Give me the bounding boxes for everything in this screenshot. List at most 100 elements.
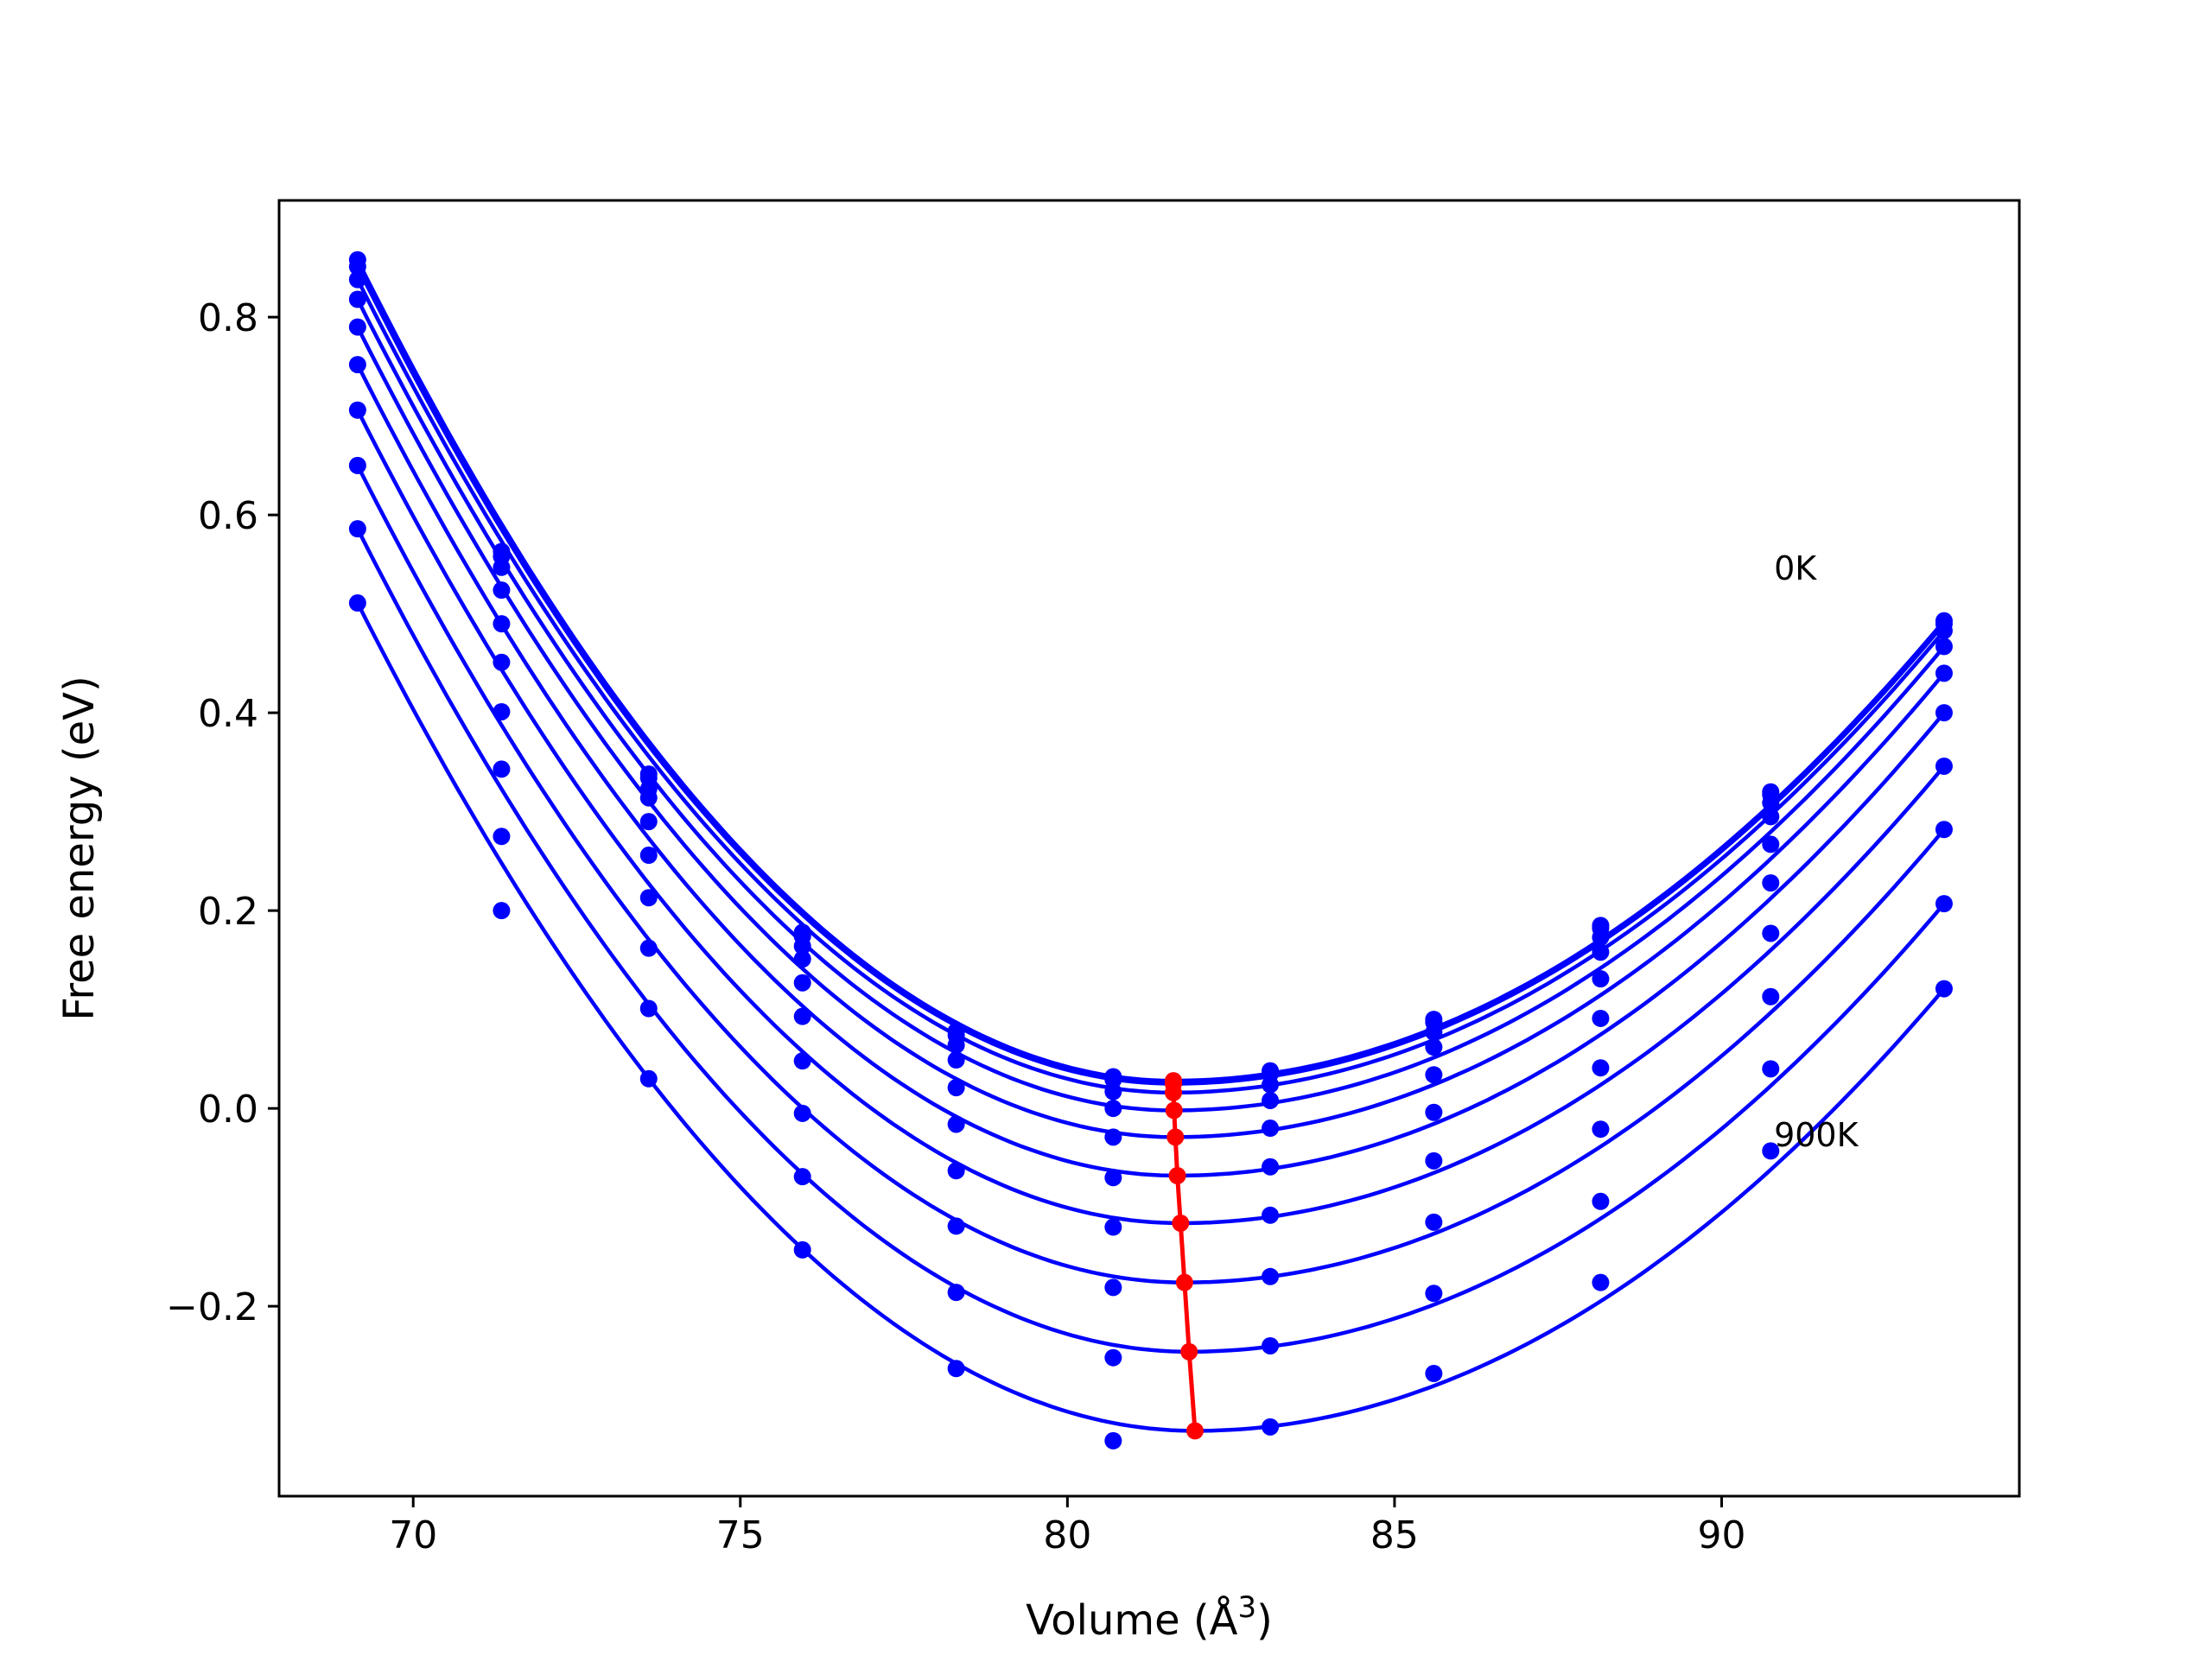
data-point-900K-4 <box>947 1360 965 1378</box>
minimum-point-500K <box>1168 1167 1186 1185</box>
data-point-400K-2 <box>639 813 658 831</box>
plot-marks: 0K 900K <box>348 251 1953 1449</box>
data-point-600K-4 <box>947 1162 965 1180</box>
data-point-400K-7 <box>1425 1066 1443 1084</box>
data-point-200K-1 <box>493 558 511 576</box>
data-point-700K-7 <box>1425 1213 1443 1231</box>
axis-ticks: 70 75 80 85 90 −0.2 0.0 0.2 0.4 0.6 0.8 <box>166 296 1745 1557</box>
data-point-900K-5 <box>1104 1431 1122 1449</box>
data-point-800K-9 <box>1762 1060 1780 1078</box>
x-axis-label: Volume (Å3) <box>1026 1590 1273 1645</box>
data-point-400K-8 <box>1592 970 1610 988</box>
data-point-900K-8 <box>1592 1273 1610 1291</box>
plot-frame <box>277 199 2021 1498</box>
fit-curve-200K <box>355 278 1946 1095</box>
data-point-900K-0 <box>348 594 366 612</box>
data-point-800K-6 <box>1262 1336 1280 1354</box>
data-point-800K-8 <box>1592 1192 1610 1210</box>
data-point-300K-0 <box>348 290 366 308</box>
data-point-700K-3 <box>793 1104 811 1122</box>
data-point-900K-3 <box>793 1240 811 1259</box>
fit-curve-0K <box>355 258 1946 1083</box>
data-point-800K-5 <box>1104 1348 1122 1367</box>
data-point-900K-7 <box>1425 1365 1443 1383</box>
data-point-400K-5 <box>1104 1128 1122 1146</box>
data-point-500K-8 <box>1592 1009 1610 1027</box>
minimum-point-300K <box>1165 1101 1183 1120</box>
data-point-600K-5 <box>1104 1218 1122 1236</box>
y-tick-label-0: −0.2 <box>166 1285 258 1329</box>
y-tick-label-4: 0.6 <box>198 494 258 538</box>
data-point-600K-10 <box>1935 757 1953 775</box>
y-tick-label-2: 0.2 <box>198 890 258 934</box>
data-point-700K-9 <box>1762 987 1780 1005</box>
data-point-400K-6 <box>1262 1120 1280 1138</box>
data-point-700K-6 <box>1262 1267 1280 1285</box>
data-point-700K-5 <box>1104 1278 1122 1297</box>
fit-curve-500K <box>355 364 1946 1178</box>
data-point-200K-9 <box>1762 794 1780 812</box>
annotation-label-1: 900K <box>1774 1116 1859 1154</box>
data-point-600K-3 <box>793 1052 811 1070</box>
data-point-400K-0 <box>348 318 366 336</box>
data-point-800K-1 <box>493 828 511 846</box>
x-axis-label-close: ) <box>1256 1596 1273 1645</box>
data-point-800K-10 <box>1935 895 1953 913</box>
data-point-300K-5 <box>1104 1100 1122 1118</box>
data-point-200K-8 <box>1592 929 1610 947</box>
data-point-100K-5 <box>1104 1070 1122 1088</box>
data-point-300K-4 <box>947 1051 965 1069</box>
data-point-800K-2 <box>639 999 658 1018</box>
data-point-300K-7 <box>1425 1038 1443 1056</box>
data-point-800K-7 <box>1425 1285 1443 1303</box>
data-point-200K-10 <box>1935 622 1953 640</box>
y-tick-label-1: 0.0 <box>198 1088 258 1132</box>
fit-curve-400K <box>355 326 1946 1139</box>
fit-curve-100K <box>355 265 1946 1086</box>
data-point-700K-4 <box>947 1217 965 1235</box>
data-point-600K-7 <box>1425 1151 1443 1170</box>
data-point-500K-4 <box>947 1115 965 1133</box>
x-axis-label-superscript: 3 <box>1237 1590 1256 1625</box>
data-point-600K-9 <box>1762 924 1780 942</box>
data-point-500K-6 <box>1262 1158 1280 1176</box>
data-point-500K-7 <box>1425 1103 1443 1121</box>
data-point-500K-5 <box>1104 1169 1122 1187</box>
data-point-500K-1 <box>493 653 511 671</box>
minimum-point-900K <box>1186 1422 1204 1440</box>
data-point-500K-3 <box>793 1007 811 1025</box>
data-point-700K-8 <box>1592 1120 1610 1139</box>
y-axis-label: Free energy (eV) <box>55 676 104 1020</box>
data-point-600K-2 <box>639 889 658 907</box>
fit-curve-600K <box>355 409 1946 1226</box>
data-point-700K-10 <box>1935 821 1953 839</box>
data-point-300K-6 <box>1262 1091 1280 1109</box>
data-point-200K-6 <box>1262 1075 1280 1094</box>
data-point-500K-9 <box>1762 874 1780 892</box>
data-point-600K-6 <box>1262 1206 1280 1224</box>
data-point-600K-0 <box>348 401 366 419</box>
data-point-800K-4 <box>947 1284 965 1302</box>
data-point-500K-0 <box>348 356 366 374</box>
x-tick-label-1: 75 <box>716 1513 765 1557</box>
data-point-900K-1 <box>493 902 511 920</box>
fit-curve-700K <box>355 464 1946 1285</box>
fit-curve-300K <box>355 298 1946 1113</box>
data-point-900K-9 <box>1762 1142 1780 1160</box>
data-point-100K-0 <box>348 257 366 276</box>
data-point-300K-8 <box>1592 943 1610 961</box>
data-point-900K-2 <box>639 1069 658 1088</box>
data-point-200K-3 <box>793 937 811 955</box>
data-point-800K-3 <box>793 1168 811 1186</box>
data-point-900K-6 <box>1262 1418 1280 1436</box>
annotation-label-0: 0K <box>1774 549 1817 587</box>
data-point-200K-0 <box>348 270 366 289</box>
data-point-400K-4 <box>947 1079 965 1097</box>
minimum-point-600K <box>1172 1214 1190 1232</box>
minimum-point-400K <box>1166 1128 1185 1146</box>
y-tick-label-5: 0.8 <box>198 296 258 340</box>
data-point-400K-10 <box>1935 664 1953 682</box>
data-point-300K-9 <box>1762 808 1780 826</box>
